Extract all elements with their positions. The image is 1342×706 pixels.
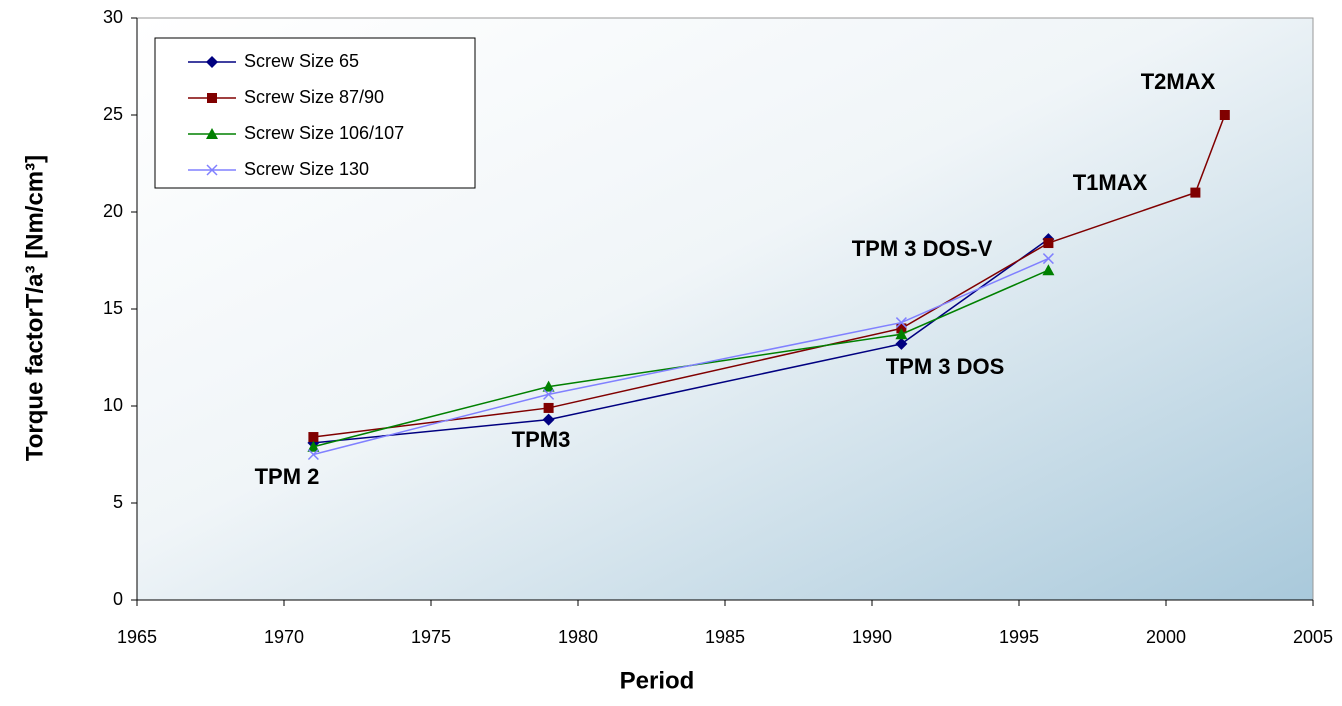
marker	[1042, 253, 1054, 265]
series	[307, 264, 1055, 452]
x-tick-label: 1985	[705, 627, 745, 647]
series-line	[313, 114, 1226, 438]
series-line	[313, 269, 1049, 448]
marker	[206, 56, 218, 68]
y-tick-label: 0	[113, 589, 123, 609]
legend: Screw Size 65 Screw Size 87/90 Screw Size …	[154, 37, 476, 189]
y-tick-label: 20	[103, 201, 123, 221]
x-tick-label: 2000	[1146, 627, 1186, 647]
marker	[206, 128, 218, 139]
x-tick-label: 1980	[558, 627, 598, 647]
x-axis-title: Period	[620, 667, 695, 694]
marker	[543, 402, 554, 413]
marker	[895, 317, 907, 329]
marker	[307, 440, 320, 452]
marker	[543, 388, 555, 400]
y-tick-label: 10	[103, 395, 123, 415]
marker	[207, 93, 217, 103]
x-tick-label: 2005	[1293, 627, 1333, 647]
legend-label: Screw Size 87/90	[244, 87, 384, 107]
y-axis-title: Torque factorT/a³ [Nm/cm³]	[21, 155, 48, 461]
annotation: TPM 2	[255, 464, 320, 489]
marker	[895, 328, 908, 340]
marker	[308, 432, 319, 443]
marker	[206, 164, 218, 176]
y-tick-label: 15	[103, 298, 123, 318]
x-tick-label: 1975	[411, 627, 451, 647]
marker	[1219, 110, 1230, 120]
legend-label: Screw Size 106/107	[244, 123, 404, 143]
annotation: T2MAX	[1141, 69, 1216, 94]
x-tick-label: 1990	[852, 627, 892, 647]
marker	[1190, 187, 1201, 198]
annotation: T1MAX	[1073, 170, 1148, 195]
marker	[542, 413, 555, 426]
legend-label: Screw Size 65	[244, 51, 359, 71]
series	[307, 253, 1054, 461]
marker	[895, 337, 908, 350]
annotation: TPM 3 DOS-V	[852, 236, 993, 261]
annotation: TPM3	[512, 427, 571, 452]
legend-label: Screw Size 130	[244, 159, 369, 179]
annotation: TPM 3 DOS	[886, 354, 1005, 379]
y-tick-label: 30	[103, 7, 123, 27]
series-line	[313, 238, 1049, 444]
marker	[542, 380, 555, 392]
x-tick-label: 1995	[999, 627, 1039, 647]
x-tick-label: 1965	[117, 627, 157, 647]
marker	[307, 448, 319, 461]
y-tick-label: 5	[113, 492, 123, 512]
marker	[1042, 264, 1055, 276]
y-tick-label: 25	[103, 104, 123, 124]
marker	[1043, 238, 1054, 249]
x-tick-label: 1970	[264, 627, 304, 647]
series-line	[313, 257, 1049, 456]
